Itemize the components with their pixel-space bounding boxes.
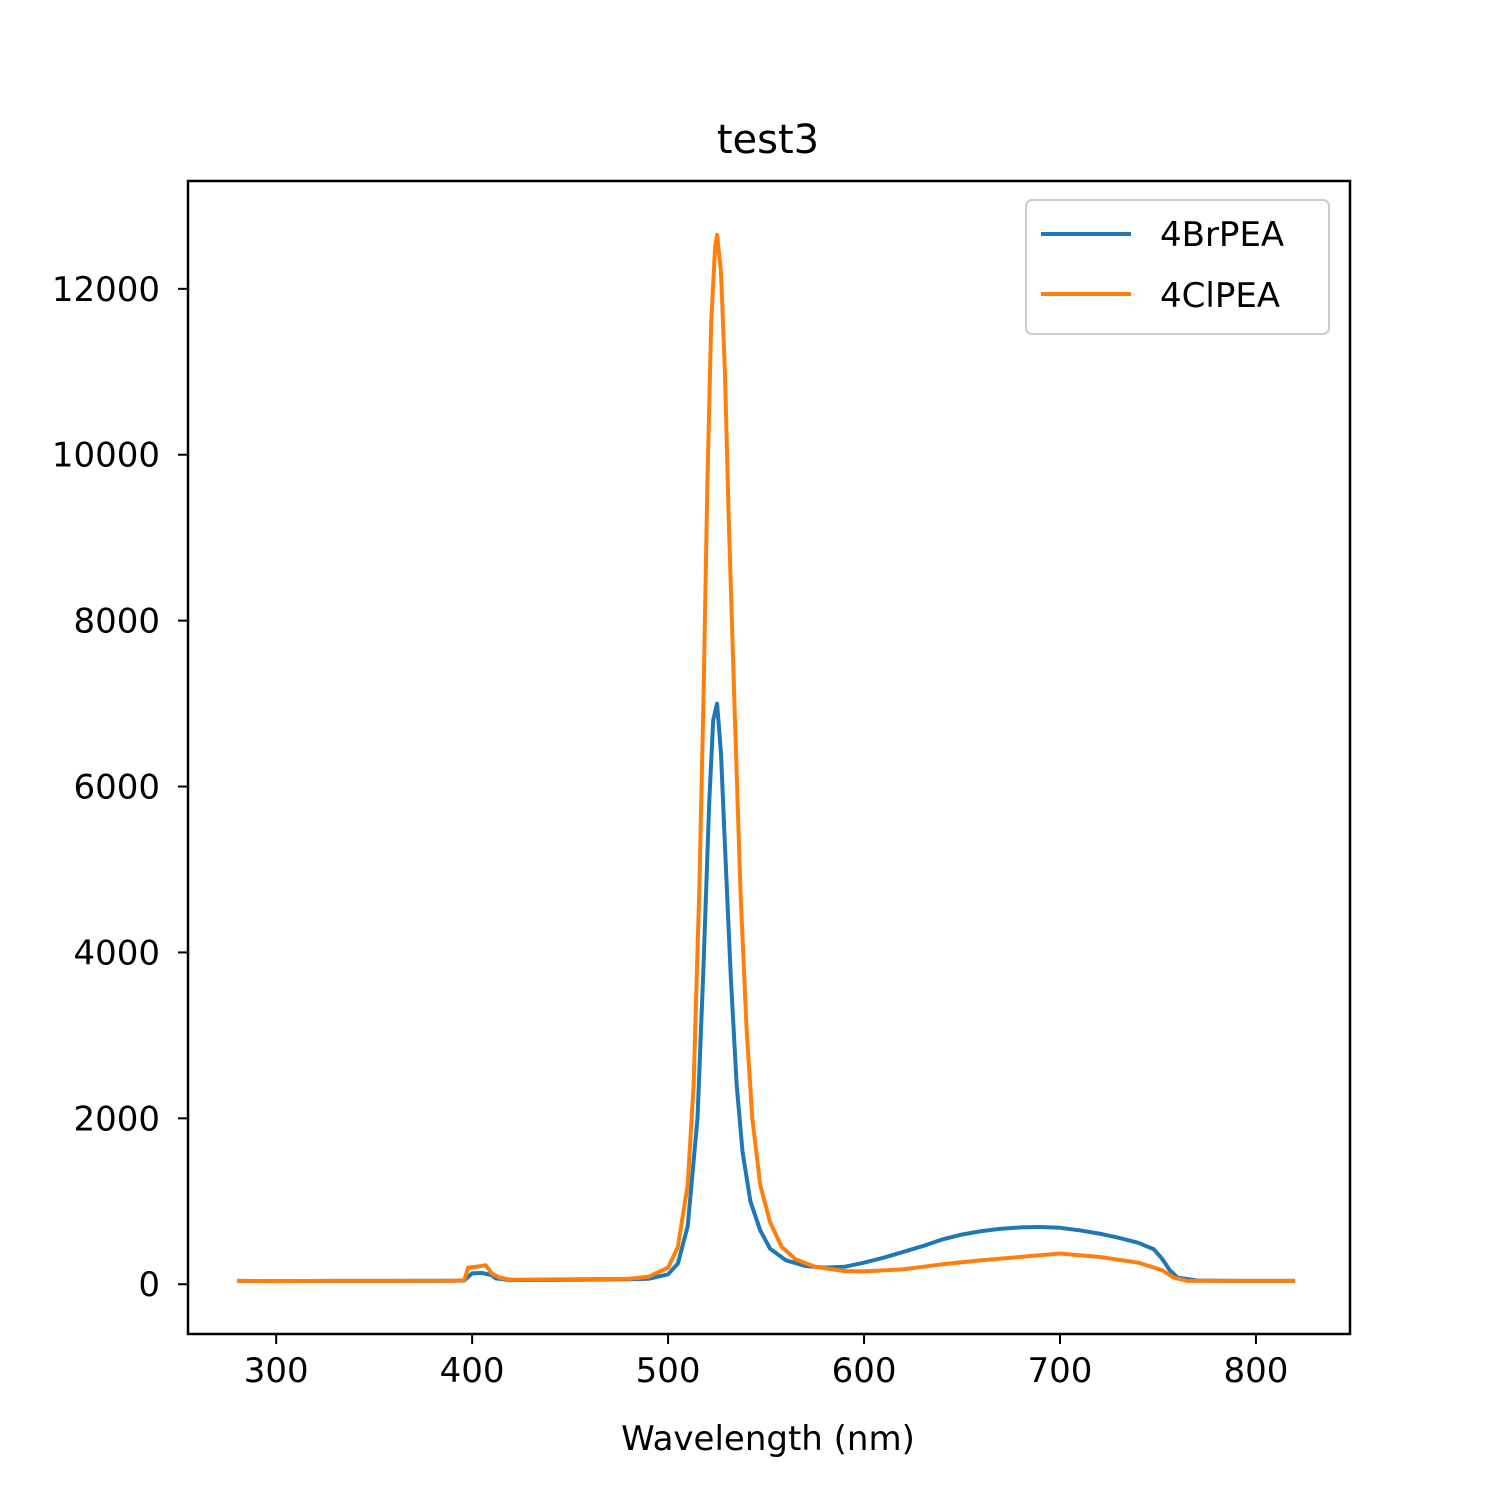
x-tick-label: 700 [1028,1351,1093,1391]
y-axis-ticks: 0 2000 4000 6000 8000 10000 12000 [52,270,188,1305]
x-tick-label: 600 [832,1351,897,1391]
plot-frame [186,179,1352,1336]
y-tick-label: 12000 [52,270,160,310]
y-tick-label: 6000 [73,768,160,808]
x-tick-label: 800 [1223,1351,1288,1391]
legend-label-4clpea: 4ClPEA [1160,276,1280,316]
y-tick-label: 4000 [73,933,160,973]
legend: 4BrPEA 4ClPEA [1025,199,1330,335]
chart-title: test3 [717,117,819,163]
y-tick-label: 8000 [73,602,160,642]
y-tick-label: 10000 [52,436,160,476]
series-line-4clpea [236,232,1296,1284]
x-tick-label: 400 [440,1351,505,1391]
x-axis-label: Wavelength (nm) [621,1419,915,1459]
x-axis-ticks: 300 400 500 600 700 800 [244,1334,1288,1391]
y-tick-label: 2000 [73,1099,160,1139]
legend-label-4brpea: 4BrPEA [1160,215,1284,255]
y-tick-label: 0 [138,1265,160,1305]
series-layer [236,232,1296,1284]
x-tick-label: 500 [636,1351,701,1391]
x-tick-label: 300 [244,1351,309,1391]
